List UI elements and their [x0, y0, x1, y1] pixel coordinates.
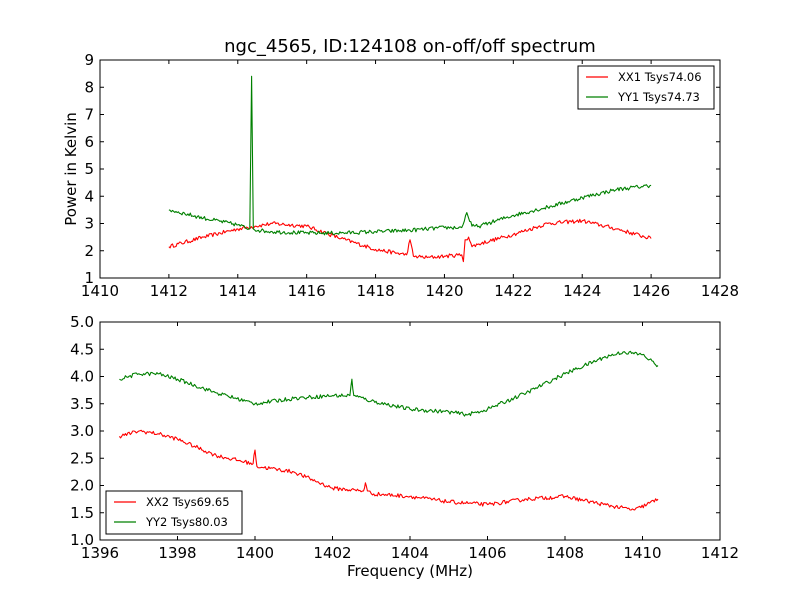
- y-axis-label: Power in Kelvin: [62, 112, 80, 226]
- y-tick-label: 1.5: [70, 504, 94, 522]
- y-tick-label: 2: [84, 242, 94, 260]
- series-line-2: [119, 350, 659, 417]
- y-tick-label: 4: [84, 187, 94, 205]
- legend-box: [577, 65, 715, 110]
- legend: XX2 Tsys69.65 YY2 Tsys80.03: [105, 490, 243, 535]
- x-tick-label: 1402: [313, 544, 351, 562]
- bottom-panel: 1396 1398 1400 1402 1404 1406 1408 1410 1412 1.0 1…: [70, 313, 739, 580]
- x-tick-label: 1412: [150, 282, 188, 300]
- x-tick-label: 1410: [81, 282, 119, 300]
- x-tick-label: 1404: [391, 544, 429, 562]
- series-line-1: [118, 429, 659, 511]
- top-panel: 1410 1412 1414 1416 1418 1420 1422 1424 1426 1428…: [62, 51, 739, 300]
- y-tick-label: 2.5: [70, 449, 94, 467]
- y-tick-label: 8: [84, 78, 94, 96]
- legend-label: YY1 Tsys74.73: [617, 90, 700, 104]
- legend-label: YY2 Tsys80.03: [145, 515, 228, 529]
- y-tick-label: 4.0: [70, 368, 94, 386]
- x-tick-label: 1416: [288, 282, 326, 300]
- legend-label: XX2 Tsys69.65: [146, 495, 230, 509]
- y-tick-label: 5.0: [70, 313, 94, 331]
- x-tick-label: 1410: [623, 544, 661, 562]
- y-tick-label: 3.5: [70, 395, 94, 413]
- y-tick-label: 4.5: [70, 340, 94, 358]
- y-tick-label: 3: [84, 215, 94, 233]
- x-tick-label: 1408: [546, 544, 584, 562]
- y-tick-label: 7: [84, 106, 94, 124]
- legend-box: [105, 490, 243, 535]
- x-tick-label: 1428: [701, 282, 739, 300]
- x-tick-label: 1418: [356, 282, 394, 300]
- legend: XX1 Tsys74.06 YY1 Tsys74.73: [577, 65, 715, 110]
- y-tick-label: 5: [84, 160, 94, 178]
- y-tick-label: 2.0: [70, 477, 94, 495]
- y-tick-label: 3.0: [70, 422, 94, 440]
- x-tick-label: 1400: [236, 544, 274, 562]
- x-tick-label: 1420: [425, 282, 463, 300]
- x-tick-label: 1424: [563, 282, 601, 300]
- y-tick-label: 6: [84, 133, 94, 151]
- y-tick-label: 9: [84, 51, 94, 69]
- series-line-2: [168, 75, 652, 236]
- x-tick-label: 1396: [81, 544, 119, 562]
- x-tick-label: 1422: [494, 282, 532, 300]
- figure-title: ngc_4565, ID:124108 on-off/off spectrum: [224, 36, 596, 57]
- x-tick-label: 1414: [219, 282, 257, 300]
- x-tick-label: 1398: [158, 544, 196, 562]
- y-tick-label: 1: [84, 269, 94, 287]
- x-tick-label: 1406: [468, 544, 506, 562]
- legend-label: XX1 Tsys74.06: [618, 70, 702, 84]
- x-tick-label: 1426: [632, 282, 670, 300]
- x-axis-label: Frequency (MHz): [347, 562, 473, 580]
- x-tick-label: 1412: [701, 544, 739, 562]
- y-tick-label: 1.0: [70, 531, 94, 549]
